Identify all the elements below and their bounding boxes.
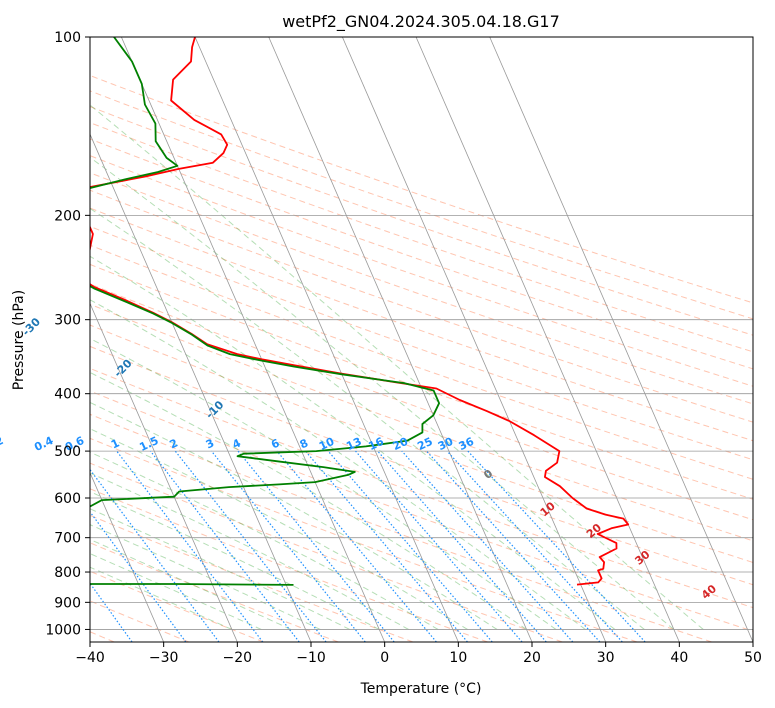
temperature-profile-line (90, 37, 630, 586)
dry-adiabat-line (90, 74, 753, 304)
x-tick-label: −30 (149, 650, 179, 666)
dewpoint-profile-line (90, 583, 294, 586)
y-axis-label: Pressure (hPa) (11, 290, 27, 390)
mixing-ratio-label: 0.4 (32, 434, 55, 454)
isotherm-line (415, 37, 680, 642)
dry-adiabat-line (90, 263, 753, 500)
dry-adiabat-line (90, 138, 753, 370)
isotherm-line (90, 302, 238, 642)
dry-adiabat-line (90, 514, 414, 642)
isotherm-line (121, 37, 386, 642)
mixing-ratio-line (467, 450, 646, 642)
x-tick-label: 20 (523, 650, 541, 666)
mixing-ratio-line (90, 468, 220, 642)
mixing-ratio-label: 0.2 (0, 434, 5, 454)
dry-adiabat-line (90, 244, 753, 480)
x-tick-label: −40 (75, 650, 105, 666)
x-tick-label: 0 (380, 650, 389, 666)
mixing-ratio-label: 1 (109, 436, 121, 451)
moist-adiabat-line (90, 371, 527, 630)
plot-frame (89, 36, 754, 643)
x-tick-label: −20 (223, 650, 253, 666)
mixing-ratio-label: 30 (436, 435, 456, 453)
isotherm-line (90, 133, 312, 642)
mixing-ratio-line (401, 450, 574, 642)
y-tick-label: 900 (54, 595, 81, 611)
moist-adiabat-line (90, 491, 380, 630)
y-tick-label: 200 (54, 208, 81, 224)
moist-adiabat-line (90, 508, 350, 630)
moist-adiabat-line (90, 207, 645, 630)
mixing-ratio-label: 6 (269, 436, 282, 451)
dry-adiabat-line (90, 413, 712, 642)
mixing-ratio-label: 25 (415, 435, 434, 453)
dry-adiabat-label: 40 (699, 582, 719, 602)
y-tick-label: 300 (54, 313, 81, 329)
y-tick-label: 100 (54, 30, 81, 46)
x-tick-label: 10 (449, 650, 467, 666)
moist-adiabat-line (90, 428, 468, 630)
moist-adiabat-line (90, 538, 291, 630)
mixing-ratio-label: 4 (230, 436, 243, 451)
mixing-ratio-line (446, 450, 623, 642)
y-tick-label: 400 (54, 387, 81, 403)
y-tick-label: 800 (54, 565, 81, 581)
isotherm-line (489, 37, 753, 642)
mixing-ratio-label: 3 (204, 436, 216, 451)
x-tick-label: −10 (296, 650, 326, 666)
mixing-ratio-line (116, 450, 264, 642)
y-tick-label: 700 (54, 531, 81, 547)
mixing-ratio-label: 8 (298, 436, 310, 451)
moist-adiabat-line (90, 156, 675, 630)
dry-adiabat-line (90, 207, 753, 442)
mixing-ratio-line (276, 450, 437, 642)
dry-adiabat-label: 10 (538, 499, 558, 519)
isotherm-line (194, 37, 459, 642)
x-tick-label: 40 (670, 650, 688, 666)
dry-adiabat-line (90, 283, 753, 521)
moist-adiabat-line (90, 401, 498, 630)
mixing-ratio-line (355, 450, 523, 642)
mixing-ratio-label: 10 (317, 435, 337, 453)
mixing-ratio-label: 36 (457, 435, 477, 453)
mixing-ratio-line (90, 510, 187, 642)
mixing-ratio-label: 2 (168, 436, 180, 451)
chart-title: wetPf2_GN04.2024.305.04.18.G17 (282, 12, 560, 32)
y-tick-label: 600 (54, 491, 81, 507)
mixing-ratio-label: 20 (391, 435, 411, 453)
dewpoint-profile-line (90, 37, 441, 508)
x-tick-label: 30 (597, 650, 615, 666)
dry-adiabat-line (90, 570, 264, 642)
dry-adiabat-line (90, 106, 753, 336)
moist-adiabat-line (90, 337, 557, 630)
mixing-ratio-label: 13 (344, 435, 363, 453)
y-tick-label: 500 (54, 444, 81, 460)
dry-adiabat-line (90, 189, 753, 423)
moist-adiabat-line (90, 553, 262, 630)
mixing-ratio-line (90, 582, 133, 642)
dry-adiabat-line (90, 155, 753, 387)
moist-adiabat-line (90, 299, 586, 630)
dry-adiabat-line (90, 462, 563, 642)
mixing-ratio-line (210, 450, 366, 642)
dry-adiabat-line (90, 488, 488, 642)
mixing-ratio-line (377, 450, 547, 642)
dry-adiabat-line (90, 437, 638, 642)
moist-adiabat-line (90, 566, 233, 630)
mixing-ratio-line (237, 450, 395, 642)
moist-adiabat-line (90, 104, 704, 630)
isotherm-line (90, 471, 165, 642)
x-tick-label: 50 (744, 650, 762, 666)
y-tick-label: 1000 (45, 622, 81, 638)
mixing-ratio-label: 16 (366, 435, 386, 453)
isotherm-line (342, 37, 607, 642)
isotherm-line (268, 37, 533, 642)
moist-adiabat-line (90, 255, 616, 630)
dry-adiabat-line (90, 390, 753, 632)
mixing-ratio-line (426, 450, 601, 642)
x-axis-label: Temperature (°C) (360, 681, 482, 697)
moist-adiabat-line (90, 451, 439, 630)
